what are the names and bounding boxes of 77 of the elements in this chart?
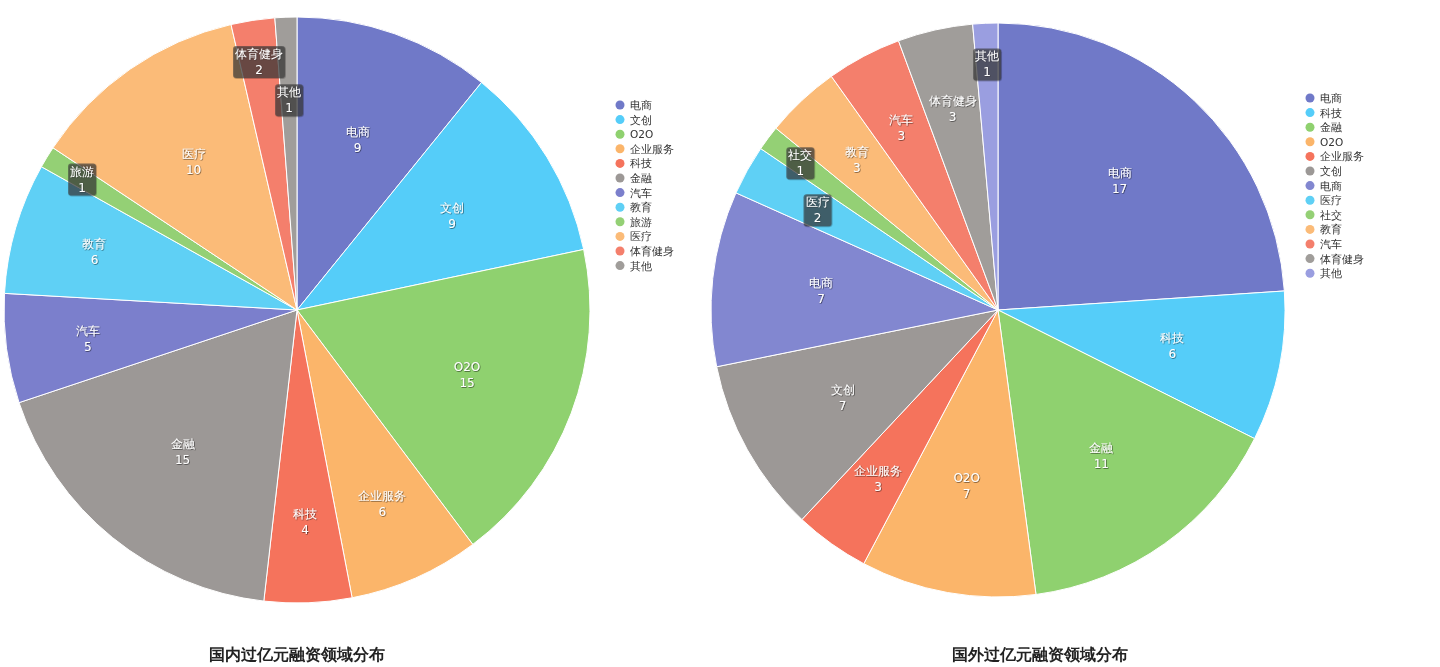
slice-label: 企业服务 (358, 488, 407, 503)
slice-label: 体育健身 (235, 46, 283, 61)
slice-label: 科技 (292, 506, 317, 521)
slice-label: O2O (953, 471, 980, 486)
legend-label: 社交 (1320, 208, 1342, 221)
slice-label: 企业服务 (854, 464, 903, 479)
data-label: 6 (90, 252, 99, 267)
legend-label: 体育健身 (1320, 252, 1364, 265)
data-label: 17 (1111, 182, 1128, 197)
legend-label: 教育 (1320, 223, 1342, 236)
slice-label: 医疗 (805, 195, 830, 210)
legend-label: 教育 (630, 201, 652, 214)
legend-label: 文创 (1320, 165, 1342, 177)
data-label: 7 (962, 487, 971, 502)
data-label: 9 (448, 217, 456, 232)
data-label: 3 (897, 129, 906, 144)
slice-label: 汽车 (75, 323, 100, 338)
legend-label: O2O (630, 128, 654, 141)
slice-label: 教育 (82, 236, 107, 251)
legend-label: 文创 (630, 113, 652, 126)
legend-label: 汽车 (630, 186, 652, 199)
slice-label: 电商 (1107, 166, 1132, 181)
data-label: 10 (185, 162, 202, 177)
legend-label: 企业服务 (630, 142, 674, 155)
slice-label: 其他 (277, 85, 302, 100)
slice-label: 金融 (1089, 440, 1114, 455)
legend-label: 汽车 (1320, 238, 1342, 250)
slice-label: 文创 (830, 382, 855, 397)
legend-label: 企业服务 (1320, 150, 1364, 163)
data-label: 2 (255, 62, 263, 77)
text: 国外过亿元融资领域分布 (952, 645, 1128, 664)
legend-label: 旅游 (630, 215, 652, 228)
slice-label: 社交 (788, 148, 813, 163)
data-label: 3 (874, 480, 882, 495)
data-label: 1 (78, 180, 86, 195)
slice-label: O2O (453, 359, 481, 374)
slice-label: 旅游 (70, 164, 95, 179)
legend-label: 其他 (1320, 267, 1342, 280)
data-label: 7 (817, 292, 825, 307)
data-label: 3 (948, 110, 957, 125)
legend-label: 医疗 (1320, 194, 1342, 207)
slice-label: 文创 (439, 201, 464, 216)
slice-label: 电商 (345, 124, 370, 139)
slice-label: 教育 (844, 145, 869, 160)
data-label: 15 (459, 375, 475, 390)
data-label: 11 (1093, 456, 1109, 471)
data-label: 3 (852, 161, 861, 176)
slice-label: 金融 (170, 437, 195, 452)
data-label: 1 (796, 164, 805, 179)
legend-label: 金融 (630, 172, 652, 184)
data-label: 5 (84, 339, 92, 354)
legend-label: 科技 (1320, 106, 1342, 119)
legend-label: 医疗 (630, 230, 652, 243)
data-label: 1 (285, 101, 293, 116)
legend-label: 金融 (1320, 121, 1342, 134)
data-label: 4 (301, 522, 309, 537)
legend-label: 其他 (630, 259, 652, 272)
data-label: 15 (174, 453, 191, 468)
data-label: 6 (1168, 347, 1177, 362)
data-label: 1 (983, 65, 991, 80)
data-label: 7 (838, 398, 847, 413)
legend-label: 电商 (1320, 179, 1342, 192)
data-label: 2 (813, 211, 822, 226)
data-label: 6 (378, 504, 387, 519)
legend-label: 电商 (1320, 92, 1342, 104)
legend-label: 科技 (630, 157, 652, 170)
legend-label: O2O (1320, 135, 1344, 148)
data-label: 9 (353, 140, 362, 155)
slice-label: 科技 (1160, 331, 1185, 346)
slice-label: 汽车 (889, 113, 914, 128)
text: 国内过亿元融资领域分布 (209, 645, 385, 664)
slice-label: 体育健身 (928, 94, 977, 109)
slice-label: 其他 (975, 49, 1000, 64)
legend-label: 电商 (630, 99, 652, 111)
slice-label: 电商 (809, 276, 834, 291)
slice-label: 医疗 (181, 146, 206, 161)
legend-label: 体育健身 (630, 245, 674, 257)
